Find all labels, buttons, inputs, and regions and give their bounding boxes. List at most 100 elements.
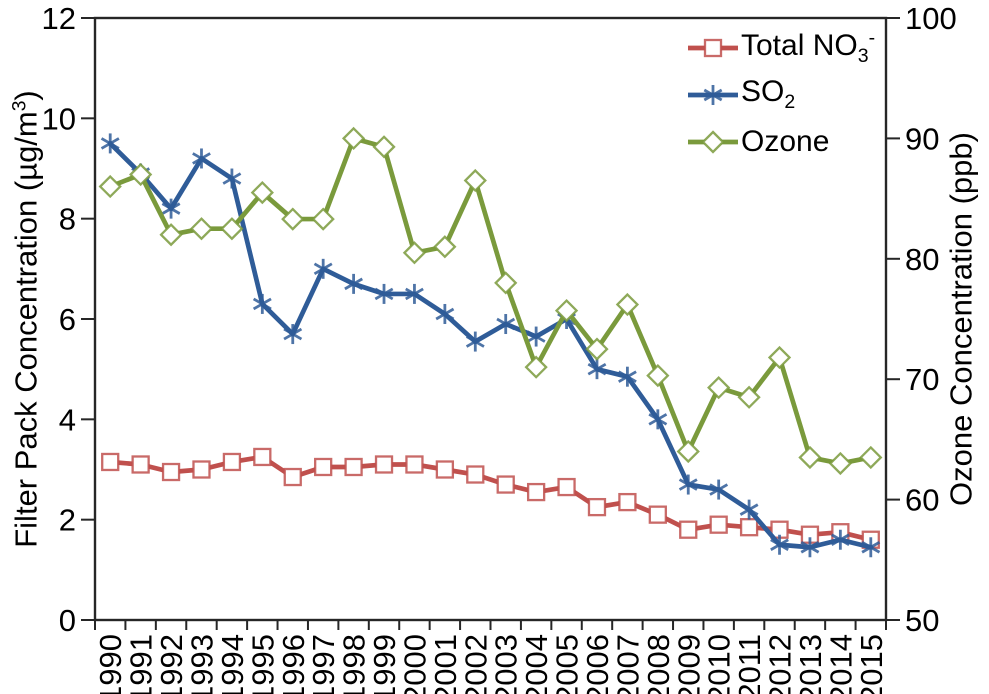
- legend-marker-glyph-ozone: [701, 129, 725, 154]
- legend-marker-total-no3: [688, 38, 738, 57]
- ozone-marker-1998: [341, 126, 366, 151]
- so2-marker-2000: [405, 283, 424, 304]
- ozone-marker-2006: [585, 337, 609, 361]
- ozone-marker-2001: [433, 235, 457, 259]
- x-axis-year-label: 1991: [124, 634, 159, 694]
- total-no3-series: [101, 447, 880, 549]
- total-no3-marker-1996: [283, 467, 302, 487]
- x-axis-year-label: 1996: [276, 634, 311, 694]
- so2-marker-2012: [770, 534, 789, 555]
- x-axis-year-label: 2009: [671, 634, 706, 694]
- ozone-marker-1994: [220, 217, 244, 241]
- legend-label-so2: SO2: [741, 75, 796, 113]
- ozone-marker-2013: [798, 445, 822, 470]
- so2-marker-1996: [283, 324, 303, 345]
- so2-marker-2006: [587, 359, 607, 380]
- ozone-marker-1991: [129, 162, 153, 187]
- so2-marker-2003: [496, 314, 516, 335]
- left-axis-tick-label: 4: [59, 402, 76, 437]
- legend-marker-glyph-so2: [703, 84, 723, 105]
- left-axis-title: Filter Pack Concentration (µg/m3): [8, 90, 44, 548]
- total-no3-marker-1995: [253, 447, 272, 467]
- total-no3-marker-1991: [131, 455, 150, 474]
- ozone-marker-2011: [737, 385, 761, 409]
- total-no3-marker-2010: [709, 515, 728, 534]
- total-no3-marker-2004: [526, 482, 546, 502]
- right-axis-tick-label: 80: [905, 242, 939, 277]
- total-no3-marker-1994: [222, 452, 242, 472]
- legend-marker-ozone: [688, 129, 738, 154]
- so2-marker-2015: [861, 537, 881, 558]
- x-axis-year-label: 2004: [519, 634, 554, 694]
- ozone-marker-2008: [646, 363, 670, 388]
- left-axis-tick-label: 12: [42, 1, 76, 36]
- total-no3-marker-2009: [679, 520, 698, 539]
- so2-marker-2010: [709, 479, 729, 500]
- total-no3-marker-2003: [496, 475, 515, 494]
- x-axis-year-label: 1995: [245, 634, 280, 694]
- ozone-line: [107, 136, 874, 466]
- so2-marker-1994: [222, 168, 242, 189]
- x-axis-year-label: 2006: [580, 634, 615, 694]
- left-axis-tick-label: 6: [59, 302, 76, 337]
- total-no3-marker-2011: [739, 518, 759, 537]
- x-axis-year-label: 2010: [702, 634, 737, 694]
- left-axis-tick-label: 2: [59, 503, 76, 538]
- so2-marker-1998: [344, 273, 363, 294]
- left-axis-tick-label: 10: [42, 101, 76, 136]
- right-axis-tick-label: 60: [905, 483, 939, 518]
- left-axis-title-close: ): [8, 90, 44, 101]
- ozone-marker-1999: [372, 135, 396, 159]
- right-axis-tick-label: 50: [905, 603, 939, 638]
- so2-marker-2007: [618, 366, 637, 387]
- legend-marker-so2: [688, 84, 738, 105]
- so2-marker-1997: [313, 258, 333, 279]
- x-axis-year-label: 1998: [337, 634, 372, 694]
- so2-marker-2009: [678, 474, 698, 495]
- right-axis-tick-label: 90: [905, 121, 939, 156]
- total-no3-marker-2007: [618, 492, 637, 512]
- total-no3-marker-1999: [374, 455, 394, 474]
- left-axis-tick-label: 8: [59, 202, 76, 237]
- total-no3-marker-1998: [344, 457, 363, 477]
- total-no3-marker-1993: [192, 460, 211, 479]
- total-no3-marker-2002: [466, 465, 485, 484]
- right-axis-tick-label: 100: [905, 1, 957, 36]
- ozone-marker-1990: [98, 174, 122, 199]
- total-no3-marker-1992: [161, 462, 181, 482]
- ozone-marker-2015: [859, 445, 883, 470]
- so2-marker-2001: [435, 303, 455, 324]
- x-axis-year-label: 2007: [610, 634, 645, 694]
- ozone-marker-2009: [676, 439, 700, 464]
- x-axis-year-label: 2012: [763, 634, 798, 694]
- x-axis-year-label: 1994: [215, 634, 250, 694]
- ozone-marker-2005: [554, 298, 579, 323]
- so2-marker-2008: [648, 409, 668, 430]
- x-axis-year-label: 2014: [823, 634, 858, 694]
- ozone-marker-2003: [494, 271, 518, 295]
- ozone-marker-2012: [767, 345, 792, 370]
- so2-marker-1992: [161, 198, 181, 219]
- ozone-marker-2010: [707, 376, 731, 400]
- so2-line: [107, 141, 874, 550]
- legend: Total NO3- SO2 Ozone: [686, 24, 875, 165]
- ozone-marker-2000: [402, 241, 427, 265]
- total-no3-marker-2005: [557, 477, 576, 497]
- legend-item-ozone: Ozone: [686, 118, 875, 165]
- x-axis-year-label: 2005: [550, 634, 585, 694]
- total-no3-marker-1997: [314, 457, 333, 477]
- x-axis-year-label: 2008: [641, 634, 676, 694]
- x-axis-year-label: 1999: [367, 634, 402, 694]
- total-no3-marker-2000: [405, 455, 424, 474]
- x-axis-year-label: 2001: [428, 634, 463, 694]
- x-axis-year-label: 2011: [732, 634, 767, 694]
- x-axis-year-label: 2000: [397, 634, 432, 694]
- right-axis-title: Ozone Concentration (ppb): [943, 132, 979, 506]
- ozone-marker-1996: [281, 207, 305, 231]
- x-axis-year-label: 1992: [154, 634, 189, 694]
- x-axis-year-label: 1997: [306, 634, 341, 694]
- legend-label-total-no3: Total NO3-: [741, 27, 876, 67]
- ozone-marker-2004: [524, 355, 548, 379]
- legend-item-so2: SO2: [686, 71, 875, 118]
- so2-marker-2002: [465, 331, 485, 352]
